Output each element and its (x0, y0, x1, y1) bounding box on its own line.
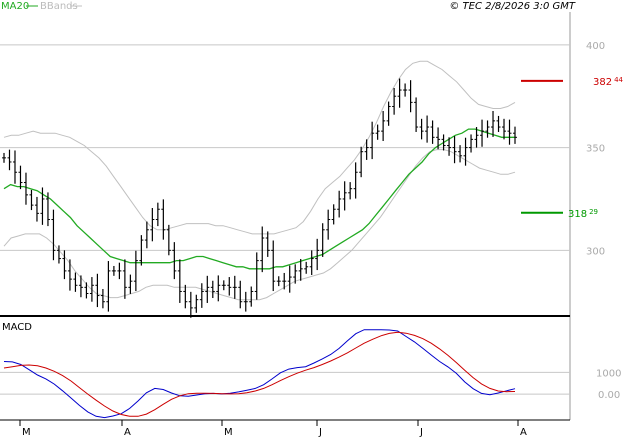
macd-tick-label: 1000 (596, 368, 621, 379)
legend-ma20: MA20 (1, 1, 29, 12)
bbands-lower-line (3, 149, 516, 301)
price-tick-label: 300 (586, 246, 605, 257)
support-value: 318 (568, 209, 587, 220)
macd-panel-label: MACD (2, 322, 32, 333)
month-label: A (124, 427, 131, 438)
resistance-value: 382 (593, 77, 612, 88)
macd-signal-line (3, 331, 516, 417)
month-label: M (22, 427, 31, 438)
macd-tick-label: 0.00 (598, 390, 620, 401)
timestamp: © TEC 2/8/2026 3:0 GMT (449, 1, 576, 12)
macd-gridlines (0, 371, 570, 395)
month-label: A (520, 427, 527, 438)
macd-line (3, 329, 516, 419)
support-decimals: 29 (589, 208, 598, 216)
price-tick-label: 350 (586, 144, 605, 155)
support-label: 318 29 (568, 208, 598, 220)
legend-bbands: BBands (40, 1, 78, 12)
bbands-upper-line (3, 60, 516, 235)
ma20-line (3, 128, 515, 270)
price-gridlines (0, 44, 570, 251)
month-label: J (419, 427, 423, 438)
resistance-decimals: 44 (614, 76, 623, 84)
ohlc-bars (2, 78, 517, 318)
resistance-label: 382 44 (593, 76, 624, 88)
price-tick-label: 400 (586, 41, 605, 52)
month-label: J (318, 427, 322, 438)
month-label: M (224, 427, 233, 438)
